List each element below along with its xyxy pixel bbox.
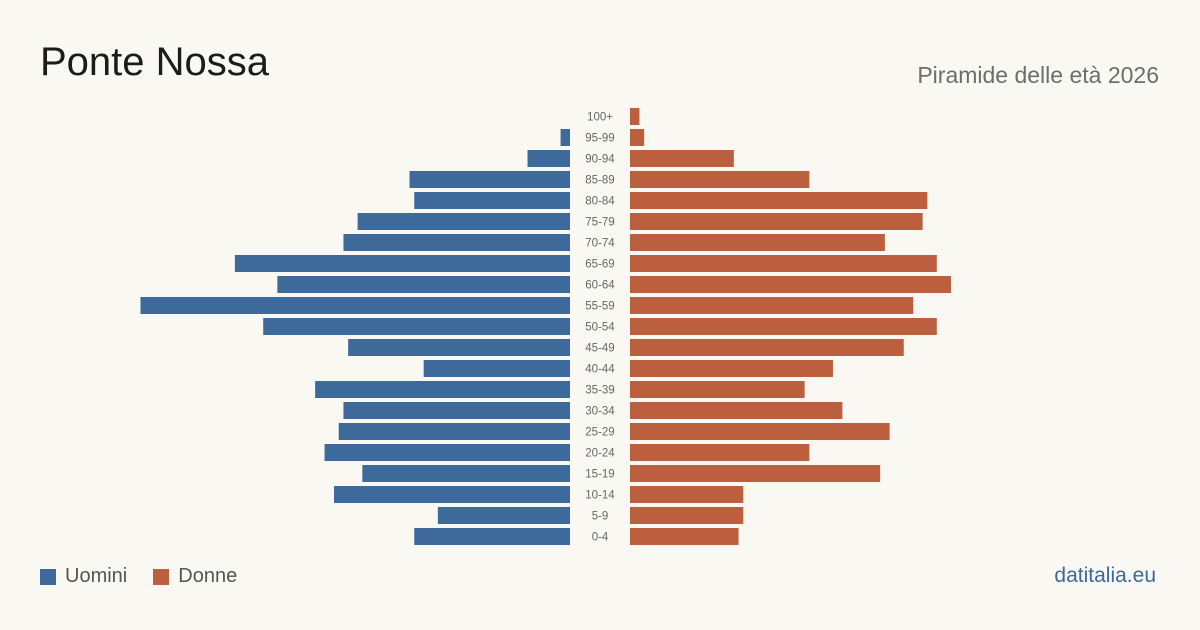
bar-women-65-69 (630, 255, 937, 272)
bar-men-90-94 (527, 150, 570, 167)
age-label-55-59: 55-59 (585, 301, 614, 313)
legend-label-women: Donne (178, 565, 238, 587)
bar-men-15-19 (362, 465, 570, 482)
legend-item-women: Donne (153, 565, 237, 588)
bar-men-60-64 (277, 276, 570, 293)
bar-women-0-4 (630, 528, 739, 545)
bar-women-50-54 (630, 318, 937, 335)
bar-women-20-24 (630, 444, 810, 461)
chart-title: Ponte Nossa (40, 40, 270, 84)
bar-men-75-79 (357, 213, 570, 230)
bar-women-70-74 (630, 234, 885, 251)
age-label-60-64: 60-64 (585, 280, 615, 292)
bar-women-45-49 (630, 339, 904, 356)
age-label-20-24: 20-24 (585, 448, 615, 460)
bar-women-25-29 (630, 423, 890, 440)
legend: Uomini Donne (40, 565, 263, 588)
bar-men-55-59 (140, 297, 571, 314)
bar-women-10-14 (630, 486, 744, 503)
bar-men-35-39 (315, 381, 570, 398)
age-label-40-44: 40-44 (585, 364, 615, 376)
legend-item-men: Uomini (40, 565, 127, 588)
bar-men-80-84 (414, 192, 570, 209)
bar-men-50-54 (263, 318, 570, 335)
age-label-15-19: 15-19 (585, 469, 614, 481)
bar-men-5-9 (437, 507, 570, 524)
age-label-80-84: 80-84 (585, 196, 615, 208)
age-label-100+: 100+ (587, 112, 613, 124)
age-label-0-4: 0-4 (592, 532, 609, 544)
bar-women-95-99 (630, 129, 645, 146)
age-label-10-14: 10-14 (585, 490, 615, 502)
bar-men-40-44 (423, 360, 570, 377)
age-label-85-89: 85-89 (585, 175, 614, 187)
legend-swatch-men (40, 568, 56, 585)
age-label-95-99: 95-99 (585, 133, 614, 145)
bar-women-90-94 (630, 150, 734, 167)
bar-women-100+ (630, 108, 640, 125)
bar-men-45-49 (348, 339, 570, 356)
bar-women-15-19 (630, 465, 881, 482)
age-label-50-54: 50-54 (585, 322, 615, 334)
bar-women-5-9 (630, 507, 744, 524)
age-label-75-79: 75-79 (585, 217, 614, 229)
bar-men-95-99 (560, 129, 570, 146)
age-label-65-69: 65-69 (585, 259, 614, 271)
bar-men-65-69 (234, 255, 570, 272)
bar-women-80-84 (630, 192, 928, 209)
legend-label-men: Uomini (65, 565, 128, 587)
bar-women-35-39 (630, 381, 805, 398)
bar-women-75-79 (630, 213, 923, 230)
bar-women-60-64 (630, 276, 951, 293)
age-label-5-9: 5-9 (592, 511, 609, 523)
bar-women-85-89 (630, 171, 810, 188)
age-label-90-94: 90-94 (585, 154, 615, 166)
age-label-30-34: 30-34 (585, 406, 615, 418)
bar-men-25-29 (338, 423, 570, 440)
brand-link[interactable]: datitalia.eu (1054, 564, 1156, 587)
age-label-35-39: 35-39 (585, 385, 614, 397)
chart-subtitle: Piramide delle età 2026 (917, 62, 1159, 88)
bar-women-55-59 (630, 297, 914, 314)
age-label-25-29: 25-29 (585, 427, 614, 439)
bar-women-30-34 (630, 402, 843, 419)
bar-men-30-34 (343, 402, 570, 419)
age-label-45-49: 45-49 (585, 343, 614, 355)
bar-men-0-4 (414, 528, 570, 545)
bar-men-70-74 (343, 234, 570, 251)
bar-women-40-44 (630, 360, 833, 377)
age-label-70-74: 70-74 (585, 238, 615, 250)
bar-men-20-24 (324, 444, 570, 461)
bar-men-85-89 (409, 171, 570, 188)
legend-swatch-women (153, 568, 170, 585)
bar-men-10-14 (334, 486, 570, 503)
